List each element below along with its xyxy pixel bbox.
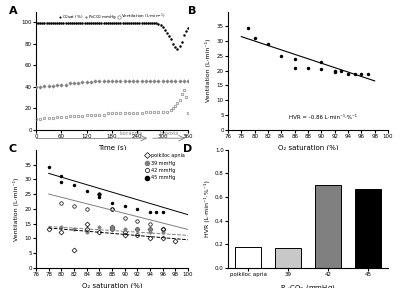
Bar [315, 185, 341, 268]
Y-axis label: Ventilation (L·min⁻¹): Ventilation (L·min⁻¹) [13, 177, 19, 240]
Text: D: D [183, 144, 192, 154]
Legend: poikiloc apnia, 39 mmHg, 42 mmHg, 45 mmHg: poikiloc apnia, 39 mmHg, 42 mmHg, 45 mmH… [144, 152, 186, 181]
X-axis label: Time (s): Time (s) [98, 144, 126, 151]
Legend: O$_2$sat (%), P$_a$CO$_2$ mmHg, Ventilation (L$\cdot$min$^{-1}$): O$_2$sat (%), P$_a$CO$_2$ mmHg, Ventilat… [57, 10, 167, 23]
Bar [275, 248, 301, 268]
Text: hypoxia: hypoxia [159, 131, 179, 136]
X-axis label: P$_{et}$CO$_2$ (mmHg): P$_{et}$CO$_2$ (mmHg) [280, 283, 336, 288]
Bar [355, 189, 381, 268]
Text: A: A [9, 5, 17, 16]
Text: HVR = -0.86 L·min⁻¹·%⁻¹: HVR = -0.86 L·min⁻¹·%⁻¹ [289, 115, 357, 120]
Y-axis label: Ventilation (L·min⁻¹): Ventilation (L·min⁻¹) [205, 39, 211, 102]
Text: C: C [9, 144, 17, 154]
Text: isocapnia: isocapnia [120, 131, 142, 136]
X-axis label: O₂ saturation (%): O₂ saturation (%) [82, 283, 142, 288]
Y-axis label: HVR (L·min⁻¹·%⁻¹): HVR (L·min⁻¹·%⁻¹) [204, 180, 210, 237]
Text: B: B [188, 5, 196, 16]
Bar [235, 247, 261, 268]
X-axis label: O₂ saturation (%): O₂ saturation (%) [278, 144, 338, 151]
